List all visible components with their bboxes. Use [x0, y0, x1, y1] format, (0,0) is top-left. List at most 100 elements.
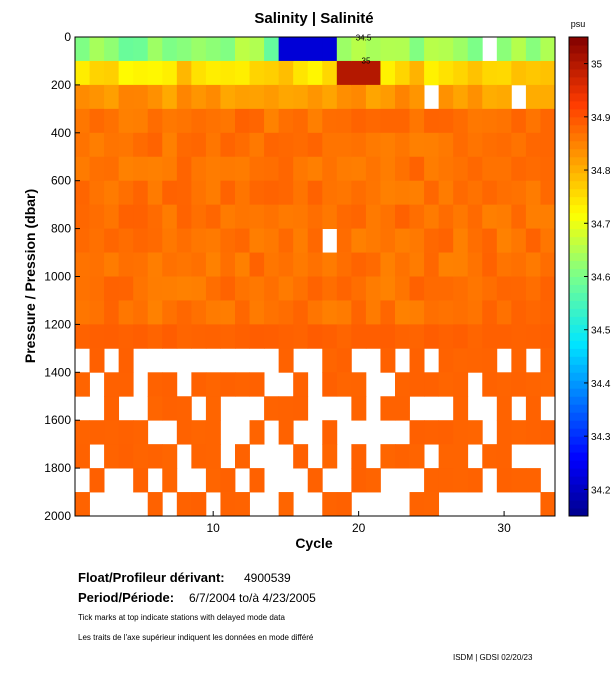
heatmap-cell — [147, 444, 163, 469]
heatmap-cell — [380, 204, 396, 229]
colorbar-tick-label: 34.2 — [591, 485, 611, 496]
y-tick-label: 400 — [51, 126, 71, 140]
heatmap-cell — [482, 348, 498, 373]
heatmap-cell — [336, 252, 352, 277]
heatmap-cell — [162, 204, 178, 229]
colorbar-band — [569, 508, 588, 517]
heatmap-cell — [293, 276, 309, 301]
heatmap-cell — [118, 228, 134, 253]
heatmap-cell — [133, 180, 149, 206]
heatmap-cell — [322, 444, 338, 469]
heatmap-cell — [453, 180, 469, 206]
heatmap-cell — [365, 108, 381, 134]
heatmap-cell — [293, 60, 309, 86]
heatmap-cell — [482, 84, 498, 110]
heatmap-cell — [395, 37, 410, 62]
heatmap-cell — [162, 84, 178, 110]
heatmap-cell — [540, 84, 556, 110]
heatmap-cell — [409, 84, 425, 110]
heatmap-cell — [525, 132, 541, 158]
heatmap-cell — [264, 204, 280, 229]
colorbar-band — [569, 356, 588, 365]
y-tick-label: 1800 — [44, 461, 71, 475]
heatmap-cell — [540, 372, 556, 397]
heatmap-cell — [336, 204, 352, 229]
heatmap-cell — [293, 204, 309, 229]
heatmap-cell — [278, 132, 294, 158]
heatmap-cell — [351, 156, 367, 182]
heatmap-cell — [496, 396, 512, 421]
heatmap-cell — [351, 108, 367, 134]
float-id: 4900539 — [244, 571, 291, 585]
heatmap-cell — [453, 252, 469, 277]
contour-label: 35 — [362, 56, 371, 65]
heatmap-cell — [438, 60, 454, 86]
credit: ISDM | GDSI 02/20/23 — [453, 653, 533, 662]
colorbar-band — [569, 188, 588, 198]
heatmap-cell — [264, 37, 280, 62]
heatmap-cell — [438, 468, 454, 493]
heatmap-cell — [424, 204, 440, 229]
heatmap-cell — [220, 37, 236, 62]
heatmap-cell — [424, 276, 440, 301]
heatmap-cell — [409, 132, 425, 158]
heatmap-cell — [336, 300, 352, 325]
heatmap-cell — [336, 84, 352, 110]
y-axis-label: Pressure / Pression (dbar) — [22, 189, 38, 363]
heatmap-cell — [249, 180, 265, 206]
heatmap-cell — [424, 37, 440, 62]
heatmap-cell — [249, 108, 265, 134]
heatmap-cell — [278, 156, 294, 182]
heatmap-cell — [453, 84, 469, 110]
heatmap-cell — [220, 60, 236, 86]
heatmap-cell — [176, 324, 192, 349]
heatmap-cell — [525, 420, 541, 445]
heatmap-cell — [104, 108, 120, 134]
heatmap-cell — [278, 37, 294, 62]
heatmap-cell — [75, 420, 90, 445]
heatmap-cell — [249, 276, 265, 301]
heatmap-cell — [496, 468, 512, 493]
heatmap-cell — [162, 300, 178, 325]
heatmap-cell — [525, 156, 541, 182]
heatmap-cell — [453, 324, 469, 349]
heatmap-cell — [278, 324, 294, 349]
heatmap-cell — [293, 180, 309, 206]
heatmap-cell — [351, 132, 367, 158]
heatmap-cell — [220, 372, 236, 397]
colorbar-band — [569, 140, 588, 150]
heatmap-cell — [322, 372, 338, 397]
heatmap-cell — [453, 132, 469, 158]
heatmap-cell — [511, 132, 527, 158]
heatmap-cell — [409, 420, 425, 445]
heatmap-cell — [118, 276, 134, 301]
heatmap-cell — [205, 60, 221, 86]
heatmap-cell — [118, 84, 134, 110]
heatmap-cell — [220, 300, 236, 325]
y-axis: 0 200 400 600 800 1000 1200 1400 1600 1800 2000 — [44, 30, 80, 523]
heatmap-cell — [496, 60, 512, 86]
heatmap-cell — [424, 108, 440, 134]
heatmap-cell — [438, 228, 454, 253]
heatmap-cell — [205, 372, 221, 397]
heatmap-cell — [409, 60, 425, 86]
heatmap-cell — [205, 396, 221, 421]
heatmap-cell — [191, 37, 207, 62]
heatmap-cell — [482, 300, 498, 325]
heatmap-cell — [336, 60, 352, 86]
heatmap-cell — [176, 37, 192, 62]
heatmap-cell — [147, 108, 163, 134]
heatmap-cell — [380, 324, 396, 349]
heatmap-cell — [191, 324, 207, 349]
heatmap-cell — [424, 60, 440, 86]
heatmap-cell — [75, 60, 90, 86]
heatmap-cell — [453, 60, 469, 86]
heatmap-cell — [293, 324, 309, 349]
heatmap-cell — [278, 108, 294, 134]
heatmap-cell — [525, 84, 541, 110]
colorbar-tick-label: 34.4 — [591, 379, 611, 390]
heatmap-cell — [525, 372, 541, 397]
heatmap-cell — [438, 252, 454, 277]
colorbar-tick-label: 34.5 — [591, 326, 611, 337]
heatmap-cell — [191, 372, 207, 397]
